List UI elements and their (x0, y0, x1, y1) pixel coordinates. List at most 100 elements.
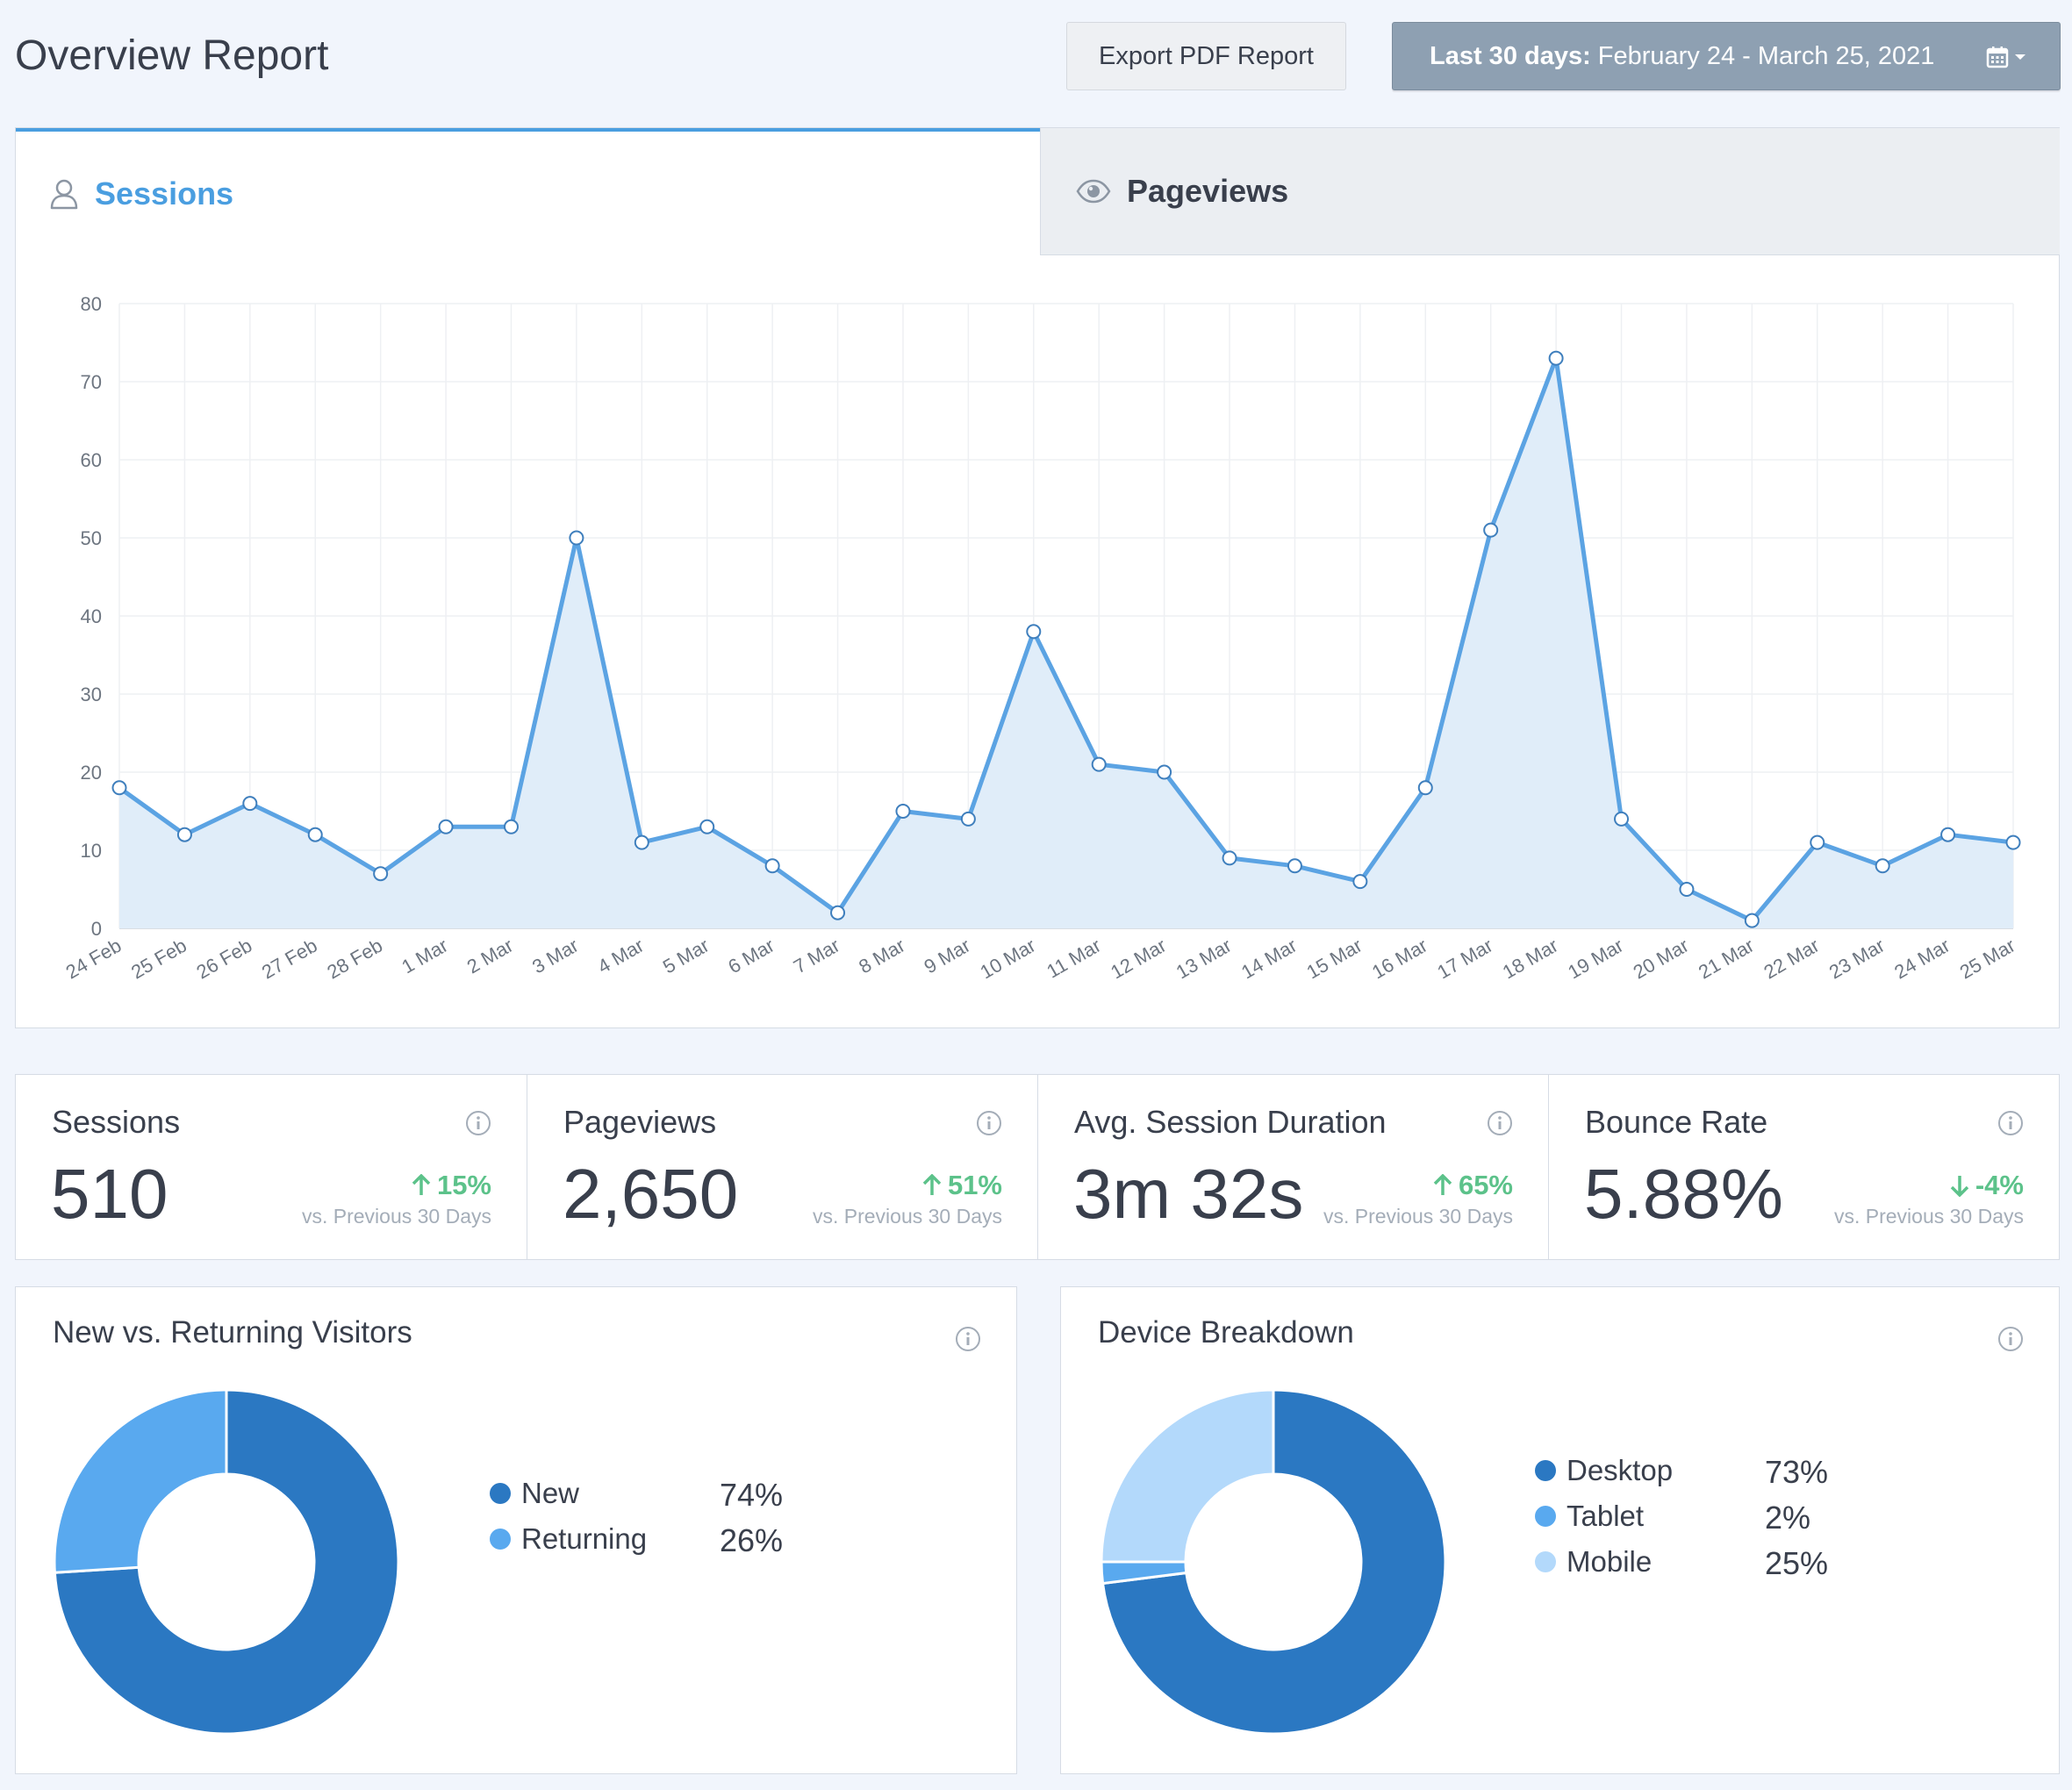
x-tick-label: 24 Feb (62, 934, 125, 984)
x-tick-label: 11 Mar (1043, 934, 1104, 983)
metric-value: 510 (51, 1155, 168, 1233)
metric-value: 5.88% (1584, 1155, 1783, 1233)
x-tick-label: 22 Mar (1760, 934, 1823, 984)
legend-dot (1535, 1551, 1556, 1572)
donut-slice-mobile (1100, 1388, 1275, 1564)
info-icon[interactable] (955, 1326, 981, 1352)
legend-pct-returning: 26% (720, 1522, 783, 1559)
y-tick-label: 20 (81, 762, 102, 784)
metric-card-pageviews: Pageviews 2,650 51% vs. Previous 30 Days (527, 1075, 1037, 1259)
x-tick-label: 25 Mar (1956, 934, 2019, 984)
panel-title: Device Breakdown (1098, 1315, 1354, 1350)
data-point (307, 827, 323, 842)
visitors-donut-chart (53, 1388, 400, 1736)
metrics-row: Sessions 510 15% vs. Previous 30 Days Pa… (15, 1074, 2060, 1260)
legend-item-new: New (490, 1477, 579, 1510)
y-tick-label: 10 (81, 840, 102, 862)
data-point (503, 819, 519, 834)
metric-compare: vs. Previous 30 Days (1833, 1205, 2024, 1228)
x-tick-label: 23 Mar (1825, 934, 1889, 984)
metric-label: Avg. Session Duration (1074, 1104, 1387, 1140)
data-point (1548, 350, 1564, 366)
x-tick-label: 27 Feb (258, 934, 321, 984)
metric-change: 51% (921, 1170, 1002, 1201)
metric-label: Sessions (52, 1104, 181, 1140)
legend-dot (1535, 1506, 1556, 1527)
data-point (1091, 756, 1107, 772)
x-tick-label: 18 Mar (1499, 934, 1562, 984)
legend-dot (490, 1529, 511, 1550)
eye-icon (1076, 179, 1111, 204)
data-point (1614, 811, 1630, 827)
calendar-icon (1986, 47, 2009, 68)
metric-value: 2,650 (563, 1155, 739, 1233)
donut-slice-desktop (1101, 1388, 1447, 1736)
legend-dot (490, 1483, 511, 1504)
info-icon[interactable] (1997, 1326, 2024, 1352)
x-tick-label: 17 Mar (1433, 934, 1496, 984)
data-point (2005, 834, 2021, 850)
x-tick-label: 14 Mar (1237, 934, 1301, 984)
x-tick-label: 7 Mar (790, 934, 843, 978)
x-tick-label: 13 Mar (1172, 934, 1236, 984)
legend-pct-new: 74% (720, 1477, 783, 1514)
arrow-up-icon (922, 1174, 942, 1195)
metric-card-avg-session-duration: Avg. Session Duration 3m 32s 65% vs. Pre… (1037, 1075, 1548, 1259)
legend-pct-tablet: 2% (1765, 1500, 1810, 1536)
series-line (118, 355, 2014, 923)
data-point (242, 796, 258, 812)
sessions-chart-panel: Sessions Pageviews 0 10 20 30 40 50 60 70 80 24 F… (15, 127, 2060, 1028)
tab-pageviews[interactable]: Pageviews (1040, 128, 2060, 255)
data-point (1679, 882, 1695, 897)
tab-sessions[interactable]: Sessions (16, 128, 1040, 255)
y-tick-label: 70 (81, 371, 102, 393)
y-tick-label: 40 (81, 605, 102, 627)
data-point (960, 811, 976, 827)
date-range-picker[interactable]: Last 30 days: February 24 - March 25, 20… (1392, 22, 2061, 90)
sessions-line-chart: 0 10 20 30 40 50 60 70 80 24 Feb 25 Feb 26 Feb 27 Fe… (62, 293, 2021, 984)
x-tick-label: 28 Feb (323, 934, 386, 984)
data-point (1744, 913, 1760, 928)
x-tick-label: 8 Mar (855, 934, 908, 978)
data-point (438, 819, 454, 834)
legend-item-tablet: Tablet (1535, 1500, 1644, 1533)
metric-card-sessions: Sessions 510 15% vs. Previous 30 Days (16, 1075, 527, 1259)
data-point (634, 834, 649, 850)
metric-value: 3m 32s (1073, 1155, 1304, 1233)
legend-item-mobile: Mobile (1535, 1545, 1652, 1579)
legend-pct: 74% (720, 1477, 784, 1513)
data-point (569, 530, 584, 546)
data-point (111, 780, 127, 796)
metric-compare: vs. Previous 30 Days (1323, 1205, 1513, 1228)
x-tick-label: 26 Feb (193, 934, 256, 984)
data-point (1157, 764, 1172, 780)
series-area (119, 358, 2013, 928)
metric-card-bounce-rate: Bounce Rate 5.88% -4% vs. Previous 30 Da… (1548, 1075, 2059, 1259)
legend-pct: 25% (1765, 1545, 1829, 1581)
date-range-value: February 24 - March 25, 2021 (1597, 41, 1935, 70)
metric-change-value: 51% (947, 1170, 1002, 1200)
metric-compare: vs. Previous 30 Days (812, 1205, 1002, 1228)
user-icon (50, 179, 78, 209)
legend-pct: 26% (720, 1522, 784, 1558)
info-icon[interactable] (976, 1110, 1002, 1136)
export-pdf-label: Export PDF Report (1099, 41, 1314, 70)
data-point (373, 866, 389, 882)
info-icon[interactable] (465, 1110, 491, 1136)
data-point (1287, 858, 1302, 874)
info-icon[interactable] (1487, 1110, 1513, 1136)
data-point (1940, 827, 1956, 842)
y-tick-label: 50 (81, 527, 102, 549)
x-tick-label: 12 Mar (1107, 934, 1170, 984)
device-breakdown-panel: Device Breakdown Desktop 73% Tablet 2% M… (1060, 1286, 2060, 1774)
panel-title: New vs. Returning Visitors (53, 1315, 412, 1350)
arrow-down-icon (1950, 1176, 1969, 1197)
data-point (1417, 780, 1433, 796)
x-tick-label: 1 Mar (398, 934, 451, 978)
x-tick-label: 15 Mar (1303, 934, 1366, 984)
new-vs-returning-panel: New vs. Returning Visitors New 74% Retur… (15, 1286, 1017, 1774)
export-pdf-button[interactable]: Export PDF Report (1066, 22, 1346, 90)
tab-pageviews-label: Pageviews (1127, 173, 1289, 209)
info-icon[interactable] (1997, 1110, 2024, 1136)
legend-pct: 2% (1765, 1500, 1811, 1536)
